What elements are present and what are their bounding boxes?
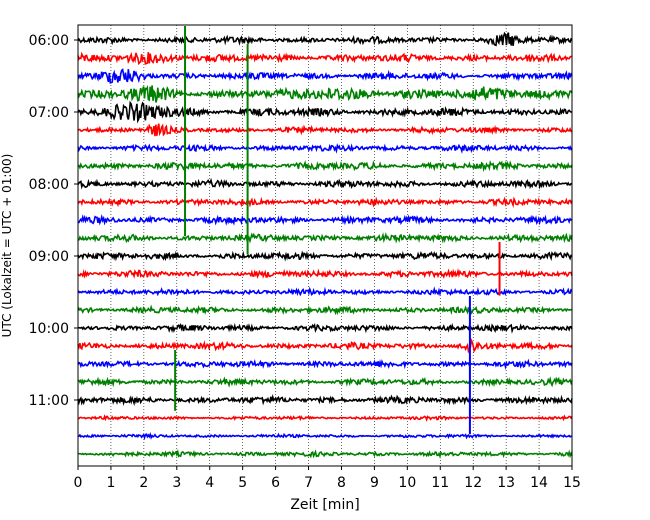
trace-1000: [77, 322, 573, 334]
x-tick-label: 2: [139, 475, 148, 491]
x-tick-label: 7: [304, 475, 313, 491]
trace-1100: [77, 393, 573, 407]
x-tick-label: 5: [238, 475, 247, 491]
x-tick-label: 14: [530, 475, 548, 491]
trace-0700: [77, 100, 573, 124]
y-tick-label: 09:00: [29, 249, 69, 265]
y-tick-label: 07:00: [29, 105, 69, 121]
trace-0730: [77, 143, 573, 154]
spike-lines: [174, 26, 501, 435]
trace-0800: [77, 177, 573, 190]
trace-1015: [77, 337, 573, 354]
trace-lines: [77, 31, 573, 459]
y-axis-label: UTC (Lokalzeit = UTC + 01:00): [0, 154, 14, 338]
trace-0630: [77, 68, 573, 84]
trace-0930: [77, 286, 573, 297]
y-tick-label: 08:00: [29, 177, 69, 193]
y-tick-label: 11:00: [29, 393, 69, 409]
x-tick-label: 3: [172, 475, 181, 491]
trace-1115: [77, 414, 573, 423]
trace-1030: [77, 358, 573, 370]
trace-0645: [77, 84, 573, 103]
trace-0945: [77, 304, 573, 316]
trace-1145: [77, 448, 573, 459]
x-tick-label: 6: [271, 475, 280, 491]
trace-0900: [77, 250, 573, 262]
x-tick-label: 12: [464, 475, 482, 491]
y-axis-ticks: 06:00 07:00 08:00 09:00 10:00 11:00: [29, 33, 78, 409]
trace-0745: [77, 160, 573, 173]
x-tick-label: 4: [205, 475, 214, 491]
trace-0915: [77, 268, 573, 279]
y-tick-label: 06:00: [29, 33, 69, 49]
x-tick-label: 9: [370, 475, 379, 491]
y-tick-label: 10:00: [29, 321, 69, 337]
plot-frame: [77, 24, 573, 467]
trace-0600: [77, 31, 573, 47]
x-tick-label: 1: [106, 475, 115, 491]
trace-1130: [77, 432, 573, 441]
x-tick-label: 8: [337, 475, 346, 491]
trace-0845: [77, 232, 573, 244]
x-tick-label: 13: [497, 475, 515, 491]
trace-0715: [77, 123, 573, 137]
x-axis-ticks: 0 1 2 3 4 5 6 7 8 9 10 11 12 13 14 15: [74, 466, 581, 491]
trace-0830: [77, 213, 573, 226]
x-tick-label: 0: [74, 475, 83, 491]
trace-0815: [77, 196, 573, 209]
x-tick-label: 10: [398, 475, 416, 491]
x-tick-label: 11: [431, 475, 449, 491]
x-tick-label: 15: [563, 475, 581, 491]
trace-0615: [77, 51, 573, 66]
trace-1045: [77, 376, 573, 388]
x-axis-label: Zeit [min]: [290, 497, 359, 513]
